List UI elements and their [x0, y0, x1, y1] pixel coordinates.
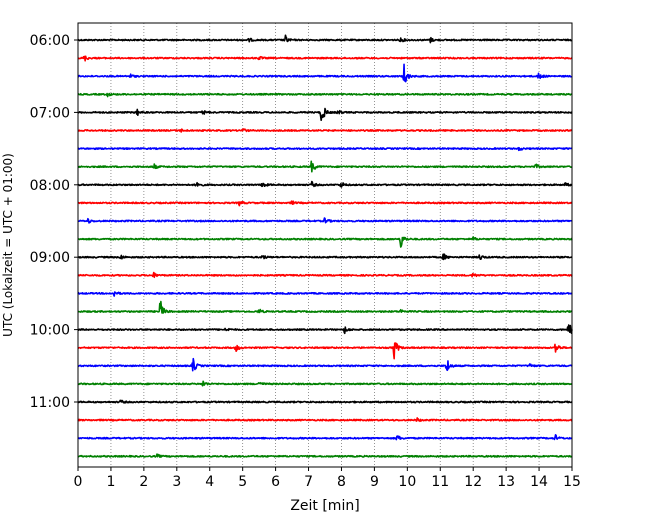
- grid-lines: [110, 23, 540, 467]
- x-tick-label: 12: [464, 474, 482, 490]
- trace-row-1: [77, 55, 573, 62]
- trace-row-3: [77, 92, 573, 98]
- trace-row-8: [77, 180, 573, 188]
- trace-row-21: [77, 417, 573, 423]
- x-tick-label: 6: [271, 474, 280, 490]
- x-tick-label: 7: [304, 474, 313, 490]
- x-tick-label: 1: [106, 474, 115, 490]
- y-tick-label: 07:00: [30, 105, 70, 121]
- seismic-traces: [77, 34, 573, 458]
- trace-row-6: [77, 146, 573, 152]
- trace-row-15: [77, 300, 573, 314]
- trace-row-0: [77, 34, 573, 44]
- x-tick-label: 8: [337, 474, 346, 490]
- trace-row-20: [77, 399, 573, 404]
- x-tick-label: 13: [497, 474, 515, 490]
- trace-row-23: [77, 453, 573, 458]
- trace-row-4: [77, 107, 573, 122]
- plot-frame: [77, 22, 573, 468]
- trace-row-17: [77, 342, 573, 360]
- trace-row-12: [77, 253, 573, 261]
- trace-row-9: [77, 200, 573, 207]
- x-tick-label: 14: [530, 474, 548, 490]
- trace-row-2: [77, 63, 573, 83]
- x-axis-label: Zeit [min]: [290, 498, 359, 514]
- x-tick-label: 15: [563, 474, 581, 490]
- y-tick-label: 08:00: [30, 178, 70, 194]
- trace-row-10: [77, 217, 573, 224]
- x-tick-label: 11: [431, 474, 449, 490]
- x-tick-label: 10: [398, 474, 416, 490]
- trace-row-5: [77, 128, 573, 133]
- y-tick-label: 10:00: [30, 323, 70, 339]
- trace-row-22: [77, 434, 573, 441]
- y-axis-label: UTC (Lokalzeit = UTC + 01:00): [1, 153, 15, 337]
- trace-row-16: [77, 324, 573, 335]
- trace-row-11: [77, 236, 573, 248]
- y-tick-label: 11:00: [30, 395, 70, 411]
- x-tick-label: 5: [238, 474, 247, 490]
- x-tick-label: 3: [172, 474, 181, 490]
- x-tick-label: 9: [370, 474, 379, 490]
- x-tick-label: 2: [139, 474, 148, 490]
- trace-row-7: [77, 160, 573, 173]
- y-axis-ticks: 06:00 07:00 08:00 09:00 10:00 11:00: [30, 33, 78, 411]
- x-axis-ticks: 0 1 2 3 4 5 6 7 8 9 10 11 12 13 14 15: [74, 467, 581, 490]
- trace-row-13: [77, 271, 573, 279]
- x-tick-label: 0: [74, 474, 83, 490]
- x-tick-label: 4: [205, 474, 214, 490]
- trace-row-14: [77, 291, 573, 297]
- trace-row-19: [77, 380, 573, 387]
- trace-row-18: [77, 357, 573, 372]
- y-tick-label: 09:00: [30, 250, 70, 266]
- y-tick-label: 06:00: [30, 33, 70, 49]
